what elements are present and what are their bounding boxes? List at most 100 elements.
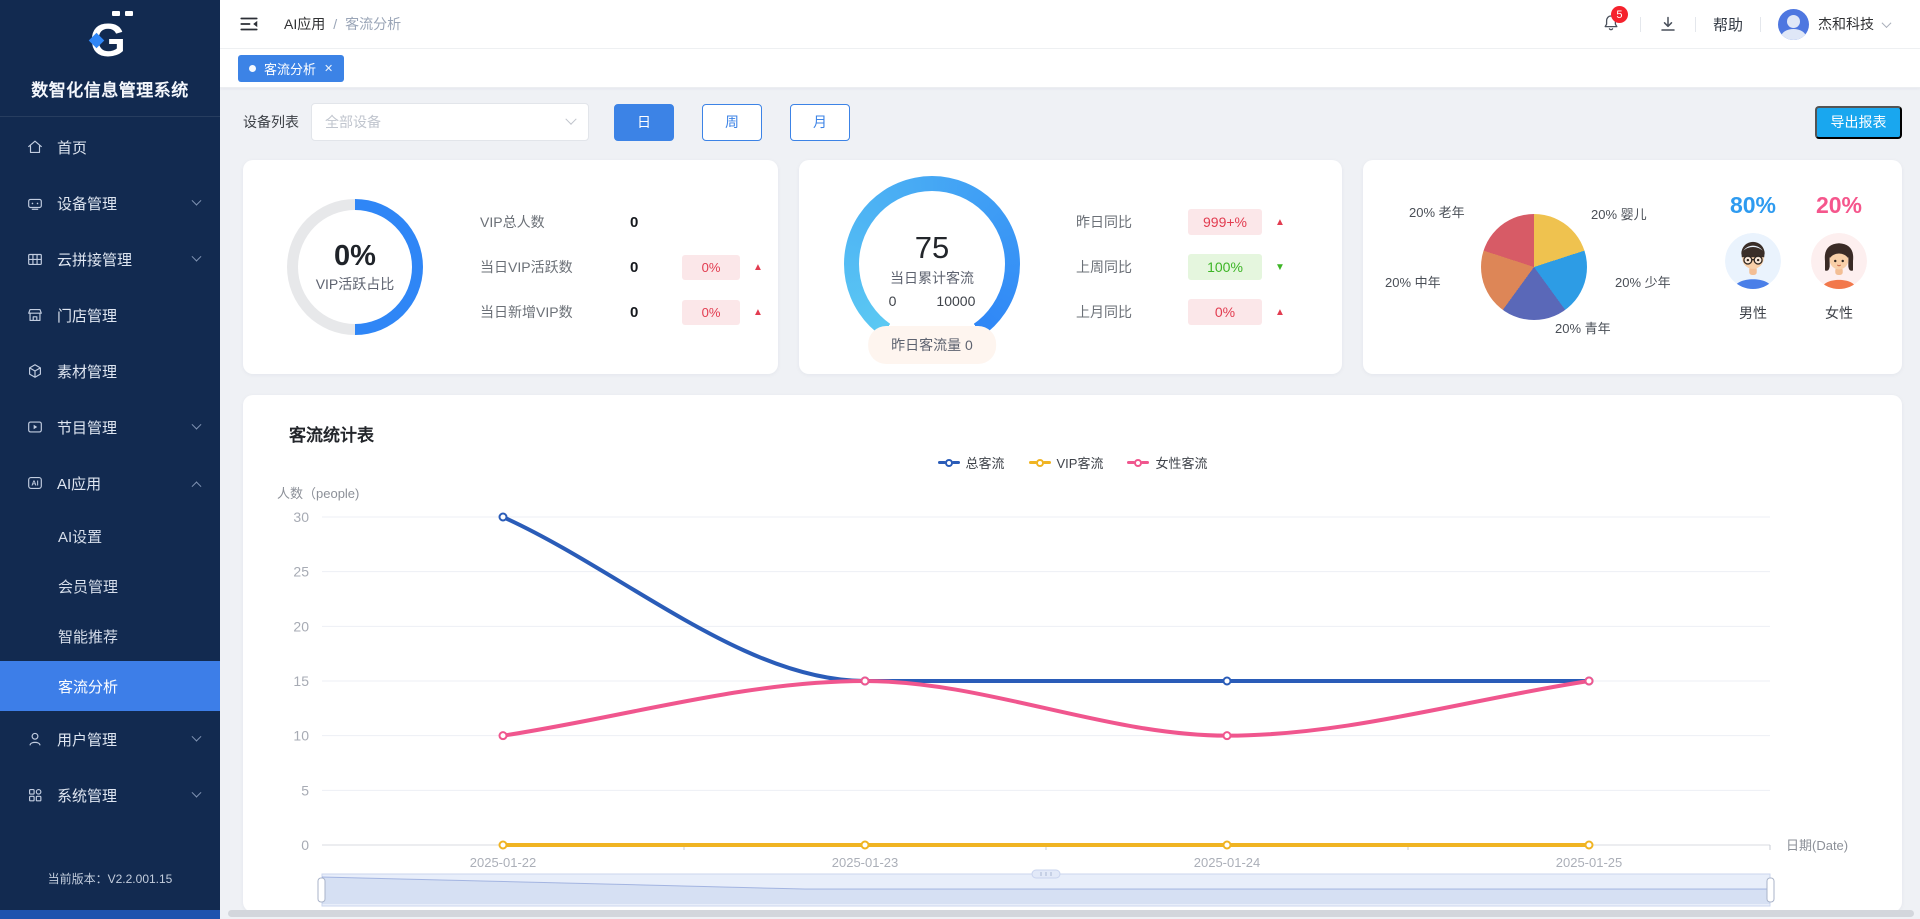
sidebar-item-stores[interactable]: 门店管理: [0, 287, 220, 343]
top-header: AI应用 / 客流分析 5 帮助 杰和科技: [220, 0, 1920, 49]
stat-label: 上周同比: [1076, 259, 1132, 275]
stat-label: VIP总人数: [480, 214, 545, 230]
svg-text:30: 30: [293, 509, 309, 525]
sidebar-item-label: 门店管理: [57, 307, 118, 325]
trend-up-icon: ▲: [1275, 306, 1285, 318]
flow-lastmonth-row: 上月同比 0% ▲: [1076, 299, 1285, 325]
breadcrumb-separator: /: [333, 16, 338, 32]
tab-close-icon[interactable]: ✕: [324, 63, 334, 75]
sidebar-item-label: 首页: [57, 139, 88, 157]
vip-active-percent: 0%: [334, 240, 376, 272]
vip-active-row: 当日VIP活跃数 0 0% ▲: [480, 254, 778, 280]
sidebar-subitem-members[interactable]: 会员管理: [0, 561, 220, 611]
tab-flow-analysis[interactable]: 客流分析 ✕: [238, 55, 345, 82]
export-report-button[interactable]: 导出报表: [1815, 105, 1902, 139]
chevron-down-icon: [191, 787, 202, 798]
sidebar-item-label: AI设置: [58, 528, 103, 546]
sidebar-item-splice[interactable]: 云拼接管理: [0, 231, 220, 287]
legend-item[interactable]: 总客流: [937, 453, 1005, 472]
help-link[interactable]: 帮助: [1712, 16, 1743, 34]
vip-donut-chart: 0% VIP活跃占比: [287, 199, 423, 335]
system-icon: [26, 786, 44, 804]
sidebar-item-label: 用户管理: [57, 731, 118, 749]
sidebar-item-label: 客流分析: [58, 678, 119, 696]
svg-text:15: 15: [293, 673, 309, 689]
chart-legend: 总客流 VIP客流 女性客流: [243, 453, 1902, 472]
breadcrumb: AI应用 / 客流分析: [284, 14, 401, 34]
device-icon: [26, 194, 44, 212]
store-icon: [26, 306, 44, 324]
period-month-button[interactable]: 月: [790, 103, 850, 141]
pie-label-youth: 20% 青年: [1555, 321, 1611, 336]
sidebar-item-system[interactable]: 系统管理: [0, 767, 220, 823]
legend-marker-icon: [1127, 458, 1150, 467]
divider: [1694, 16, 1696, 32]
trend-up-icon: ▲: [753, 261, 763, 273]
sidebar-item-devices[interactable]: 设备管理: [0, 175, 220, 231]
tab-strip: 客流分析 ✕: [220, 49, 1920, 88]
period-day-button[interactable]: 日: [614, 103, 674, 141]
sidebar-item-users[interactable]: 用户管理: [0, 711, 220, 767]
svg-text:5: 5: [301, 782, 309, 798]
sidebar-scrollbar[interactable]: [0, 910, 220, 919]
gauge-max: 10000: [936, 292, 976, 309]
chevron-down-icon: [191, 731, 202, 742]
version-label: 当前版本：V2.2.001.15: [47, 872, 173, 886]
period-week-button[interactable]: 周: [702, 103, 762, 141]
user-icon: [26, 730, 44, 748]
ai-icon: AI: [26, 474, 44, 492]
sidebar-subitem-ai-settings[interactable]: AI设置: [0, 511, 220, 561]
splice-grid-icon: [26, 250, 44, 268]
svg-text:10: 10: [293, 728, 309, 744]
breadcrumb-current: 客流分析: [345, 16, 402, 32]
legend-label: 总客流: [965, 456, 1005, 471]
download-icon[interactable]: [1658, 14, 1678, 34]
svg-text:0: 0: [301, 837, 309, 853]
svg-text:25: 25: [293, 564, 309, 580]
flow-statistics-card: 客流统计表 总客流 VIP客流 女性客流 人数（people): [243, 395, 1902, 912]
program-icon: [26, 418, 44, 436]
female-avatar: [1811, 233, 1867, 289]
flow-lastweek-row: 上周同比 100% ▼: [1076, 254, 1285, 280]
stat-label: 昨日同比: [1076, 214, 1132, 230]
header-actions: 5 帮助 杰和科技: [1601, 6, 1892, 40]
svg-text:日期(Date): 日期(Date): [1786, 838, 1848, 853]
sidebar-item-label: 智能推荐: [58, 628, 119, 646]
app-title: 数智化信息管理系统: [0, 68, 220, 117]
breadcrumb-parent[interactable]: AI应用: [284, 16, 326, 32]
notification-bell-icon[interactable]: 5: [1601, 6, 1628, 35]
chevron-up-icon: [191, 480, 202, 491]
main-area: AI应用 / 客流分析 5 帮助 杰和科技: [220, 0, 1920, 919]
horizontal-scrollbar[interactable]: [228, 910, 1914, 917]
svg-text:2025-01-23: 2025-01-23: [832, 855, 899, 870]
chevron-down-icon: [191, 419, 202, 430]
sidebar-item-label: 云拼接管理: [57, 251, 133, 269]
sidebar-item-home[interactable]: 首页: [0, 119, 220, 175]
pie-label-teen: 20% 少年: [1615, 275, 1671, 290]
sidebar-item-label: 素材管理: [57, 363, 118, 381]
sidebar-item-ai[interactable]: AI AI应用: [0, 455, 220, 511]
device-select[interactable]: 全部设备: [311, 103, 589, 141]
gauge-min: 0: [888, 292, 897, 309]
chevron-down-icon: [191, 251, 202, 262]
sidebar-item-programs[interactable]: 节目管理: [0, 399, 220, 455]
vip-card: 0% VIP活跃占比 VIP总人数 0 当日VIP活跃数 0 0%: [243, 160, 778, 374]
flow-gauge-chart: 75 当日累计客流 0 10000 昨日客流量 0: [844, 176, 1020, 364]
filter-row: 设备列表 全部设备 日 周 月 导出报表: [243, 102, 1902, 142]
legend-label: 女性客流: [1155, 456, 1208, 471]
y-axis-title: 人数（people): [277, 486, 360, 501]
sidebar-subitem-flow-analysis[interactable]: 客流分析: [0, 661, 220, 711]
chart-title: 客流统计表: [289, 426, 374, 445]
svg-text:2025-01-22: 2025-01-22: [470, 855, 537, 870]
user-menu[interactable]: 杰和科技: [1778, 8, 1892, 40]
legend-item[interactable]: VIP客流: [1028, 453, 1103, 472]
flow-today-value: 75: [914, 229, 950, 265]
stat-cards: 0% VIP活跃占比 VIP总人数 0 当日VIP活跃数 0 0%: [243, 160, 1902, 374]
female-percent: 20%: [1815, 192, 1863, 218]
sidebar-collapse-icon[interactable]: [238, 13, 260, 35]
sidebar-item-materials[interactable]: 素材管理: [0, 343, 220, 399]
trend-up-icon: ▲: [1275, 216, 1285, 228]
legend-item[interactable]: 女性客流: [1127, 453, 1208, 472]
sidebar-subitem-recommend[interactable]: 智能推荐: [0, 611, 220, 661]
